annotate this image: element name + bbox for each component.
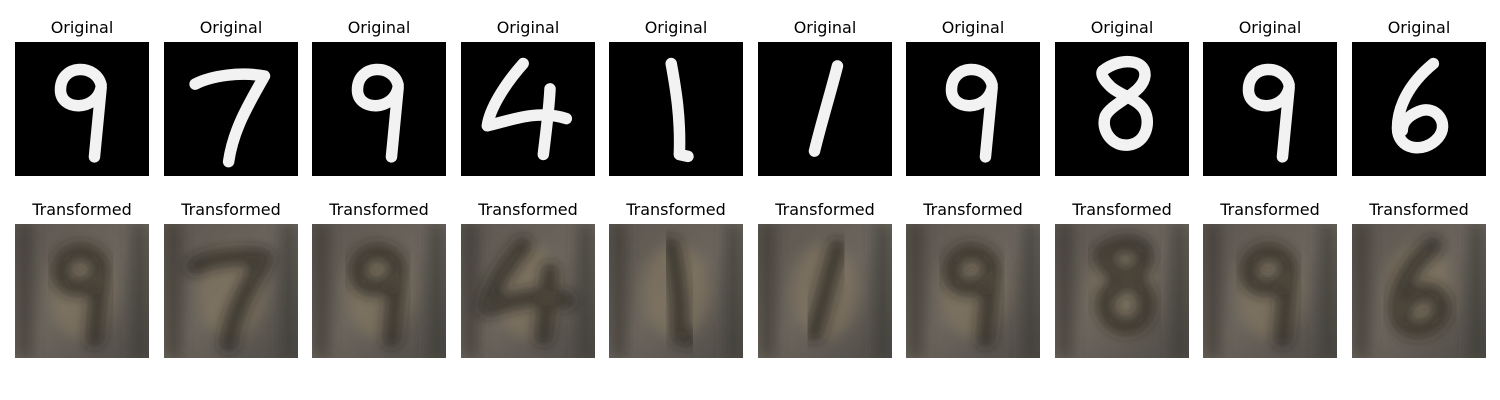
original-image-2 — [164, 42, 298, 176]
original-title-7: Original — [941, 18, 1005, 37]
original-image-5 — [609, 42, 743, 176]
original-digit-9-graphic — [1203, 42, 1337, 176]
original-image-10 — [1352, 42, 1486, 176]
transformed-image-7 — [906, 224, 1040, 358]
transformed-digit-9-graphic — [15, 224, 149, 358]
original-digit-9-graphic — [15, 42, 149, 176]
transformed-image-8 — [1055, 224, 1189, 358]
transformed-title-10: Transformed — [1369, 200, 1469, 219]
transformed-image-4 — [461, 224, 595, 358]
transformed-title-6: Transformed — [775, 200, 875, 219]
transformed-image-3 — [312, 224, 446, 358]
original-title-10: Original — [1387, 18, 1451, 37]
transformed-image-6 — [758, 224, 892, 358]
original-image-7 — [906, 42, 1040, 176]
original-digit-9-graphic — [906, 42, 1040, 176]
transformed-digit-7-graphic — [164, 224, 298, 358]
original-title-2: Original — [199, 18, 263, 37]
transformed-image-5 — [609, 224, 743, 358]
transformed-title-9: Transformed — [1220, 200, 1320, 219]
transformed-title-8: Transformed — [1072, 200, 1172, 219]
transformed-digit-9-graphic — [312, 224, 446, 358]
original-image-9 — [1203, 42, 1337, 176]
original-title-3: Original — [347, 18, 411, 37]
original-title-8: Original — [1090, 18, 1154, 37]
original-digit-4-graphic — [461, 42, 595, 176]
original-digit-1-graphic — [609, 42, 743, 176]
original-image-4 — [461, 42, 595, 176]
transformed-title-7: Transformed — [923, 200, 1023, 219]
original-digit-6-graphic — [1352, 42, 1486, 176]
transformed-digit-4-graphic — [461, 224, 595, 358]
transformed-image-1 — [15, 224, 149, 358]
transformed-digit-9-graphic — [1203, 224, 1337, 358]
transformed-title-2: Transformed — [181, 200, 281, 219]
transformed-title-5: Transformed — [626, 200, 726, 219]
transformed-digit-6-graphic — [1352, 224, 1486, 358]
original-image-1 — [15, 42, 149, 176]
original-digit-7-graphic — [164, 42, 298, 176]
original-image-8 — [1055, 42, 1189, 176]
original-image-6 — [758, 42, 892, 176]
transformed-digit-9-graphic — [906, 224, 1040, 358]
original-image-3 — [312, 42, 446, 176]
transformed-title-1: Transformed — [32, 200, 132, 219]
original-digit-1-graphic — [758, 42, 892, 176]
transformed-digit-1-graphic — [609, 224, 743, 358]
transformed-title-3: Transformed — [329, 200, 429, 219]
original-title-9: Original — [1238, 18, 1302, 37]
original-digit-8-graphic — [1055, 42, 1189, 176]
transformed-digit-1-graphic — [758, 224, 892, 358]
original-digit-9-graphic — [312, 42, 446, 176]
transformed-digit-8-graphic — [1055, 224, 1189, 358]
transformed-image-10 — [1352, 224, 1486, 358]
transformed-image-2 — [164, 224, 298, 358]
original-title-6: Original — [793, 18, 857, 37]
original-title-5: Original — [644, 18, 708, 37]
transformed-title-4: Transformed — [478, 200, 578, 219]
original-title-4: Original — [496, 18, 560, 37]
original-title-1: Original — [50, 18, 114, 37]
transformed-image-9 — [1203, 224, 1337, 358]
